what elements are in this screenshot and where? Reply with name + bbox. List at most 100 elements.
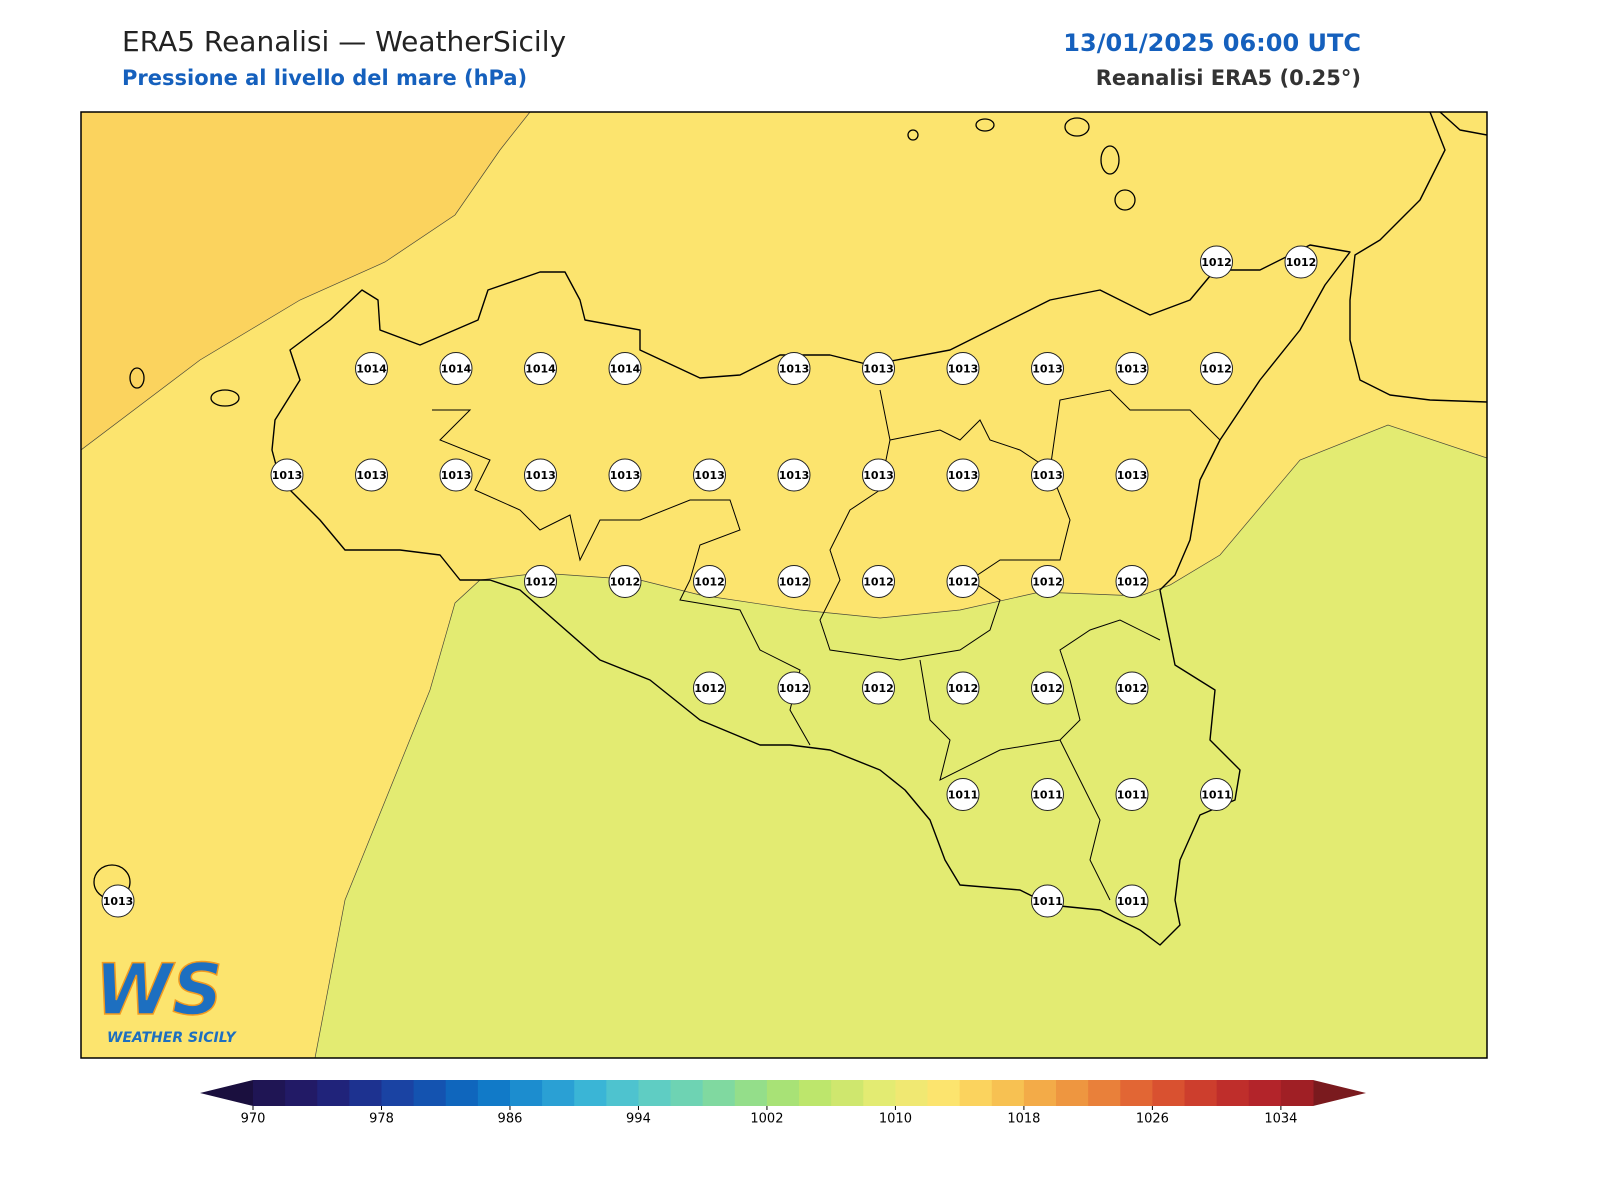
island xyxy=(210,389,240,407)
map: 1012 1012 1014 1014 1014 1014 1013 1013 1013 1013… xyxy=(81,112,1487,1058)
station-value: 1012 xyxy=(779,576,810,589)
station-marker xyxy=(270,458,304,492)
colorbar-segment xyxy=(1248,1080,1282,1106)
station-value: 1014 xyxy=(525,363,556,376)
station-value: 1012 xyxy=(610,576,641,589)
station-marker xyxy=(862,565,895,598)
colorbar-segment xyxy=(1280,1080,1314,1106)
station-marker xyxy=(524,565,557,598)
station-value: 1012 xyxy=(863,682,894,695)
station-value: 1012 xyxy=(948,576,979,589)
station-value: 1013 xyxy=(441,469,472,482)
pressure-band xyxy=(315,425,1487,1058)
station-marker xyxy=(693,671,726,705)
station-marker xyxy=(439,458,473,492)
colorbar-extend-high xyxy=(1313,1080,1366,1106)
colorbar-segment xyxy=(1120,1080,1153,1106)
colorbar-segment xyxy=(477,1080,511,1106)
coastline xyxy=(1349,112,1487,403)
colorbar-segment xyxy=(253,1080,286,1106)
colorbar-tick-label: 994 xyxy=(626,1112,651,1127)
station-marker xyxy=(1284,245,1318,279)
colorbar-tick-label: 986 xyxy=(498,1112,523,1127)
station-value: 1011 xyxy=(948,789,979,802)
station-value: 1013 xyxy=(610,469,641,482)
station-marker xyxy=(1200,352,1233,385)
colorbar-segment xyxy=(670,1080,704,1106)
station-marker xyxy=(946,352,980,385)
station-value: 1013 xyxy=(863,469,894,482)
colorbar-tick-label: 1002 xyxy=(750,1112,783,1127)
colorbar-segment xyxy=(1184,1080,1218,1106)
station-value: 1013 xyxy=(356,469,387,482)
colorbar-segment xyxy=(799,1080,832,1106)
colorbar-tick-label: 970 xyxy=(241,1112,266,1127)
island xyxy=(975,118,995,132)
station-value: 1011 xyxy=(1201,789,1232,802)
isobar xyxy=(314,424,1487,1058)
station-marker xyxy=(524,458,557,492)
station-marker xyxy=(1200,778,1233,811)
colorbar-segment xyxy=(349,1080,382,1106)
colorbar-segment xyxy=(542,1080,575,1106)
colorbar: 970 978 986 994 1002 1010 1018 1026 1034 xyxy=(200,1080,1366,1127)
colorbar-segment xyxy=(606,1080,639,1106)
station-marker xyxy=(1115,671,1149,705)
datetime: 13/01/2025 06:00 UTC xyxy=(1063,29,1361,57)
station-marker xyxy=(1031,671,1064,705)
station-value: 1013 xyxy=(948,469,979,482)
station-marker xyxy=(693,565,726,598)
station-marker xyxy=(1115,352,1149,385)
station-value: 1013 xyxy=(525,469,556,482)
province-border xyxy=(889,419,1051,471)
station-value: 1012 xyxy=(1032,682,1063,695)
station-value: 1013 xyxy=(1032,363,1063,376)
island xyxy=(1064,117,1090,137)
station-marker xyxy=(946,458,980,492)
station-value: 1012 xyxy=(779,682,810,695)
station-marker xyxy=(862,352,895,385)
colorbar-segment xyxy=(1152,1080,1186,1106)
colorbar-extend-low xyxy=(200,1080,253,1106)
station-marker xyxy=(1115,565,1149,598)
colorbar-segment xyxy=(1216,1080,1250,1106)
station-marker xyxy=(1031,884,1064,918)
coastline xyxy=(271,244,1351,946)
station-marker xyxy=(1031,565,1064,598)
colorbar-segment xyxy=(445,1080,479,1106)
station-value: 1012 xyxy=(525,576,556,589)
colorbar-segment xyxy=(574,1080,607,1106)
colorbar-segment xyxy=(927,1080,961,1106)
colorbar-segment xyxy=(959,1080,993,1106)
subtitle: Pressione al livello del mare (hPa) xyxy=(122,66,527,90)
station-marker xyxy=(693,458,726,492)
station-marker xyxy=(862,671,895,705)
station-marker xyxy=(1031,352,1064,385)
station-value: 1013 xyxy=(863,363,894,376)
station-value: 1012 xyxy=(694,682,725,695)
station-value: 1011 xyxy=(1032,789,1063,802)
station-marker xyxy=(777,565,811,598)
colorbar-segment xyxy=(413,1080,447,1106)
station-value: 1012 xyxy=(1286,256,1317,269)
station-layer: 1012 1012 1014 1014 1014 1014 1013 1013 1013 1013… xyxy=(101,245,1318,918)
station-value: 1014 xyxy=(610,363,641,376)
title: ERA5 Reanalisi — WeatherSicily xyxy=(122,25,566,58)
colorbar-segment xyxy=(1023,1080,1057,1106)
station-value: 1012 xyxy=(1117,682,1148,695)
station-value: 1013 xyxy=(1117,363,1148,376)
station-value: 1013 xyxy=(1117,469,1148,482)
station-value: 1012 xyxy=(694,576,725,589)
colorbar-segment xyxy=(895,1080,929,1106)
station-marker xyxy=(1115,884,1149,918)
colorbar-segment xyxy=(831,1080,864,1106)
station-marker xyxy=(524,352,557,385)
colorbar-segment xyxy=(285,1080,318,1106)
station-value: 1011 xyxy=(1117,789,1148,802)
colorbar-segment xyxy=(1056,1080,1089,1106)
station-value: 1013 xyxy=(103,895,134,908)
station-marker xyxy=(862,458,895,492)
island xyxy=(129,367,145,389)
